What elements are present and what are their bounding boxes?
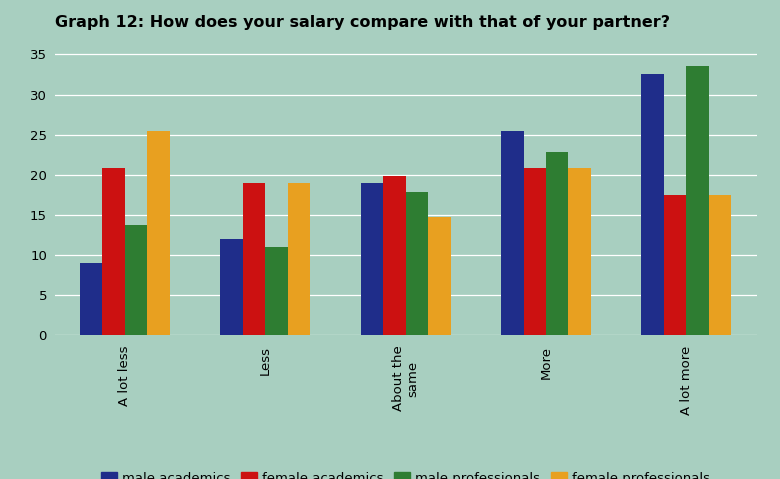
Bar [102,168,125,335]
Bar [664,195,686,335]
Bar [383,176,406,335]
Bar [546,152,569,335]
Bar [641,74,664,335]
Bar [501,131,523,335]
Bar [523,168,546,335]
Bar [243,183,265,335]
Bar [288,183,310,335]
Bar [428,217,451,335]
Bar [265,247,288,335]
Bar [569,168,591,335]
Bar [360,183,383,335]
Bar [80,263,102,335]
Bar [709,195,732,335]
Text: Graph 12: How does your salary compare with that of your partner?: Graph 12: How does your salary compare w… [55,15,669,30]
Bar [406,193,428,335]
Bar [686,67,709,335]
Legend: male academics, female academics, male professionals, female professionals: male academics, female academics, male p… [96,467,715,479]
Bar [147,131,170,335]
Bar [125,225,147,335]
Bar [220,239,243,335]
